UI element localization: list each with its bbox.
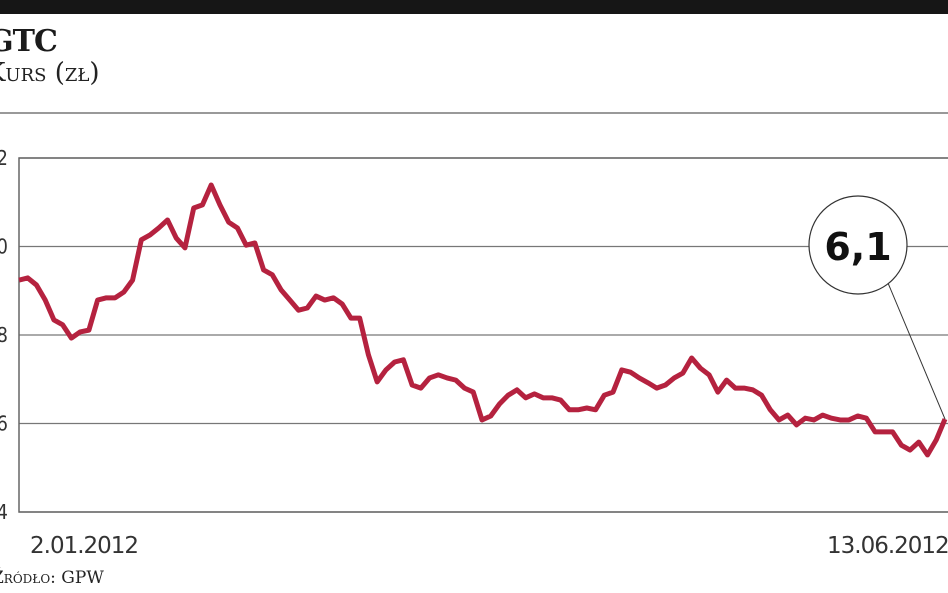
y-tick-label: 10 bbox=[0, 235, 8, 259]
y-tick-label: 4 bbox=[0, 500, 8, 524]
source-note: Źródło: GPW bbox=[0, 568, 104, 588]
y-tick-label: 8 bbox=[0, 323, 8, 347]
annotation-leader-line bbox=[887, 282, 946, 420]
chart-subtitle: Kurs (zł) bbox=[0, 58, 100, 88]
y-tick-label: 12 bbox=[0, 146, 8, 170]
chart-title: GTC bbox=[0, 24, 58, 59]
x-end-label: 13.06.2012 bbox=[827, 533, 948, 559]
top-bar bbox=[0, 0, 948, 14]
x-start-label: 2.01.2012 bbox=[30, 533, 138, 559]
series-line bbox=[18, 182, 948, 458]
annotation-bubble bbox=[808, 195, 908, 295]
y-tick-label: 6 bbox=[0, 412, 8, 436]
annotation-label: 6,1 bbox=[824, 225, 891, 269]
divider bbox=[0, 112, 948, 114]
plot-frame bbox=[18, 157, 948, 513]
